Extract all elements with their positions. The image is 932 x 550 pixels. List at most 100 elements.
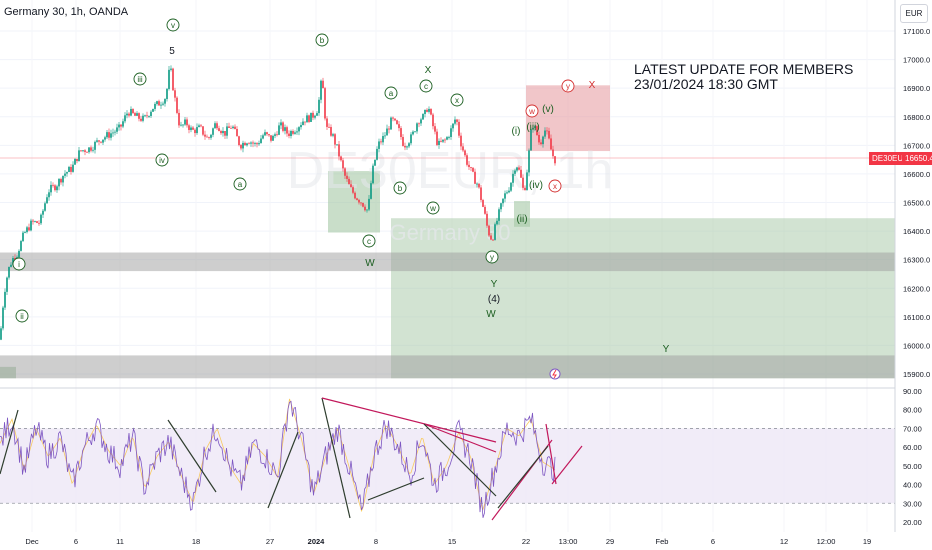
candle-body [112, 132, 114, 134]
candle-body [316, 113, 318, 116]
candle-body [352, 187, 354, 193]
candle-body [60, 179, 62, 183]
candle-body [540, 142, 542, 145]
wave-labels: v5iiiiiiivabcWabcXxwyY(4)W(i)(ii)(iii)(i… [12, 18, 670, 355]
candle-body [438, 140, 440, 145]
time-tick-label: 6 [711, 537, 715, 546]
candle-body [164, 99, 166, 104]
candle-body [124, 115, 126, 122]
candle-body [226, 126, 228, 136]
candle-body [104, 137, 106, 140]
candle-body [116, 127, 118, 132]
wave-circle [362, 234, 376, 248]
candle-body [230, 127, 232, 129]
candle-body [46, 197, 48, 204]
candle-body [518, 167, 520, 170]
candle-body [280, 122, 282, 126]
wave-label: X [589, 80, 596, 91]
gray-band-upper [0, 252, 895, 272]
candle-body [498, 209, 500, 221]
candle-body [22, 232, 24, 242]
candle-body [110, 133, 112, 138]
wave-circle [155, 153, 169, 167]
currency-button[interactable]: EUR [900, 4, 928, 23]
candle-body [452, 123, 454, 129]
candle-body [186, 119, 188, 126]
red-target-zone [526, 85, 610, 152]
candle-body [360, 202, 362, 204]
time-tick-label: 6 [74, 537, 78, 546]
candle-body [492, 239, 494, 241]
candle-body [506, 192, 508, 194]
watermark-name: Germany 30 [389, 220, 510, 245]
candle-body [198, 125, 200, 128]
zones [0, 85, 895, 379]
candle-body [404, 145, 406, 148]
candle-body [314, 115, 316, 118]
candle-body [326, 118, 328, 127]
candle-body [462, 146, 464, 151]
candle-body [510, 182, 512, 191]
wave-label: b [320, 36, 325, 45]
time-axis[interactable]: Dec 6 11 18 27 2024 8 15 22 13:00 29 Feb 6 12 12:00 19 [25, 537, 871, 546]
candle-body [376, 148, 378, 160]
candle-body [508, 190, 510, 193]
wave-label: y [566, 82, 570, 91]
wave-label: W [365, 258, 375, 269]
candle-body [494, 224, 496, 240]
candle-body [502, 198, 504, 204]
candle-body [62, 175, 64, 183]
wave-label: (iv) [529, 180, 543, 191]
candle-body [392, 117, 394, 119]
candle-body [56, 186, 58, 191]
candle-body [2, 307, 4, 329]
wave-circle [561, 79, 575, 93]
candle-body [216, 123, 218, 129]
candle-body [344, 168, 346, 176]
price-tick-label: 16400.0 [903, 227, 930, 236]
candle-body [534, 126, 536, 129]
price-tick-label: 16700.0 [903, 141, 930, 150]
candle-body [402, 137, 404, 146]
rsi-tick-label: 40.00 [903, 481, 922, 490]
wave-label: c [367, 237, 371, 246]
candle-body [542, 136, 544, 145]
candle-body [156, 101, 158, 104]
candle-body [166, 88, 168, 100]
note-line-2: 23/01/2024 18:30 GMT [634, 76, 778, 92]
candle-body [84, 150, 86, 152]
candle-body [532, 128, 534, 130]
candle-body [414, 131, 416, 133]
candle-body [418, 123, 420, 125]
candle-body [74, 158, 76, 165]
price-axis[interactable]: 17100.0 17000.0 16900.0 16800.0 16700.0 16600… [903, 27, 930, 527]
candle-body [342, 160, 344, 169]
candle-body [40, 214, 42, 224]
candle-body [8, 266, 10, 278]
candle-body [96, 140, 98, 142]
candle-body [126, 113, 128, 116]
candle-body [248, 143, 250, 145]
candle-body [468, 164, 470, 168]
candle-body [486, 213, 488, 226]
candle-body [270, 135, 272, 141]
candle-body [90, 147, 92, 151]
candle-body [440, 140, 442, 142]
candle-body [138, 113, 140, 119]
wave-label: (iii) [526, 122, 539, 133]
candle-body [396, 120, 398, 125]
lightning-icon[interactable] [549, 368, 561, 380]
candle-body [306, 115, 308, 123]
time-tick-label: 2024 [308, 537, 326, 546]
wave-label: iii [137, 75, 143, 84]
candle-body [346, 175, 348, 179]
wave-label: 5 [169, 46, 175, 57]
candle-body [24, 232, 26, 233]
candle-body [136, 113, 138, 116]
candle-body [184, 119, 186, 125]
candle-body [244, 142, 246, 146]
candle-body [188, 125, 190, 130]
candle-body [282, 122, 284, 131]
candle-body [292, 130, 294, 134]
